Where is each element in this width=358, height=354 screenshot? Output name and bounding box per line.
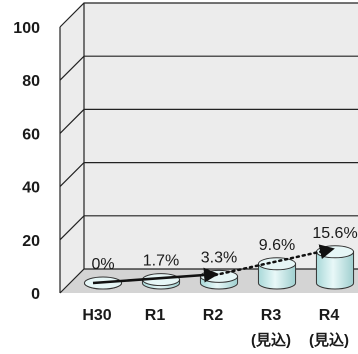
x-category-label: R1 — [145, 307, 166, 324]
x-axis-categories: H30 R1 R2 R3 (見込) R4 (見込) — [82, 307, 349, 349]
bar-body — [315, 251, 355, 290]
x-category-label: H30 — [82, 307, 111, 324]
data-label: 0% — [91, 256, 114, 273]
trend-arrows — [92, 244, 335, 285]
y-tick-label: 20 — [22, 233, 40, 250]
bar-cylinder — [83, 276, 123, 290]
x-category-label: R2 — [203, 307, 224, 324]
y-axis-ticks: 0 20 40 60 80 100 — [13, 20, 40, 303]
back-wall — [60, 3, 358, 293]
trend-arrow — [92, 267, 219, 285]
data-label: 9.6% — [259, 237, 295, 254]
data-label: 3.3% — [201, 249, 237, 266]
data-label: 15.6% — [312, 225, 357, 242]
bar-top — [257, 257, 297, 271]
data-label: 1.7% — [143, 253, 179, 270]
x-category-label: R3 — [261, 307, 282, 324]
bar-cylinder — [199, 269, 239, 290]
bar-cylinder — [257, 257, 297, 290]
bar-body — [257, 263, 297, 290]
bar-cylinder — [141, 273, 181, 290]
y-tick-label: 60 — [22, 126, 40, 143]
trend-arrow — [207, 244, 335, 278]
x-category-label: R4 — [319, 307, 340, 324]
x-category-sublabel: (見込) — [251, 331, 291, 349]
y-tick-label: 80 — [22, 73, 40, 90]
y-tick-label: 100 — [13, 20, 40, 37]
x-category-sublabel: (見込) — [309, 331, 349, 349]
data-labels: 0% 1.7% 3.3% 9.6% 15.6% — [91, 225, 357, 273]
plot-area: 0 20 40 60 80 100 0% 1.7% 3.3% 9.6% 15.6% H30 R1 R2… — [13, 2, 358, 349]
y-tick-label: 0 — [31, 286, 40, 303]
y-tick-label: 40 — [22, 180, 40, 197]
